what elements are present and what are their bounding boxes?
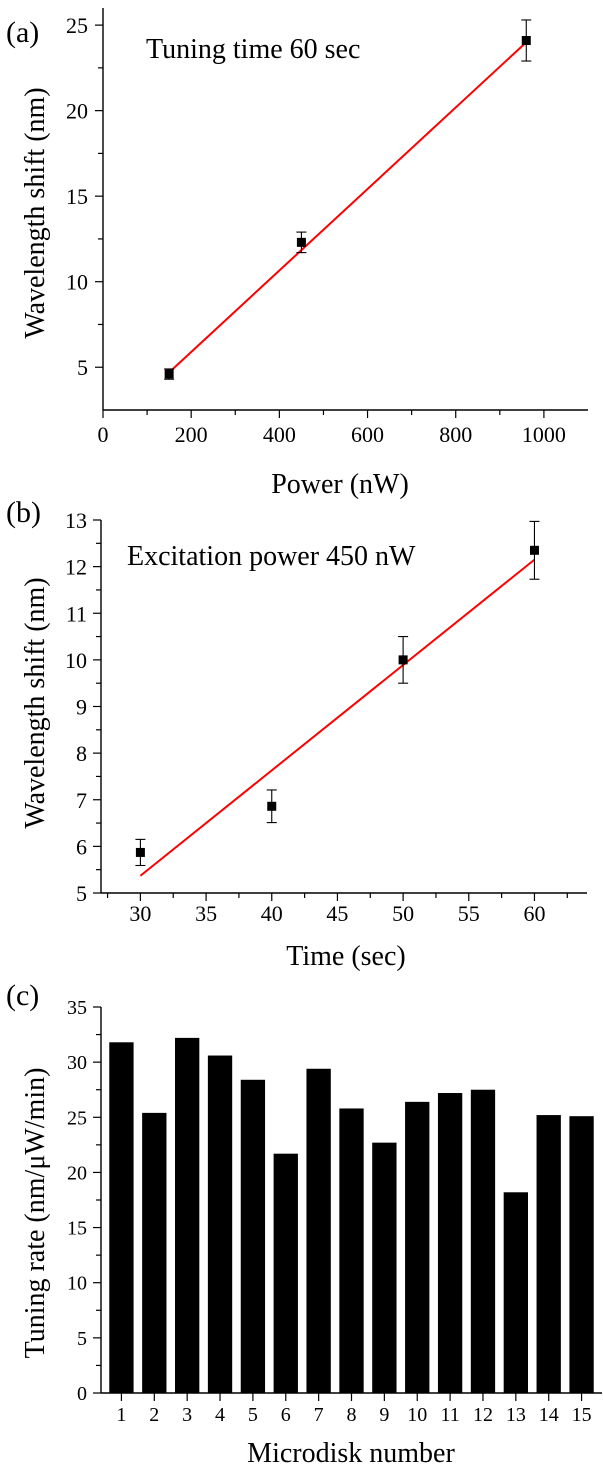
panel-a-y-tick-label: 25 [66,13,88,38]
panel-c-bar [142,1112,167,1393]
panel-b-x-tick-label: 50 [392,901,414,926]
panel-c-bar [437,1093,463,1393]
panel-c-x-tick-label: 14 [539,1404,559,1426]
panel-a-y-tick-label: 5 [77,355,88,380]
panel-c-bar [273,1153,298,1393]
panel-a-x-tick-label: 800 [439,422,472,447]
panel-a-y-tick-label: 20 [66,99,88,124]
panel-c-y-tick-label: 15 [67,1218,87,1240]
panel-c: (c) Microdisk number Tuning rate (nm/μW/… [6,979,602,1469]
panel-a-x-tick-label: 200 [175,422,208,447]
panel-c-bar [207,1055,233,1393]
panel-c-bar [536,1115,561,1393]
panel-c-bar [405,1101,430,1393]
panel-b-ticks: 30 35 40 45 50 55 60 5 6 7 8 9 10 11 12 13 [65,508,568,926]
panel-c-x-tick-label: 13 [506,1404,526,1426]
panel-c-y-axis-title: Tuning rate (nm/μW/min) [20,1068,51,1359]
panel-a-data-point [296,237,306,247]
panel-c-x-tick-label: 10 [407,1404,427,1426]
panel-b-y-tick-label: 5 [76,881,87,906]
panel-b-y-tick-label: 12 [65,555,87,580]
panel-b-marks [135,520,540,877]
panel-a-y-tick-label: 15 [66,184,88,209]
panel-c-bar [109,1042,134,1393]
panel-c-x-tick-label: 2 [149,1404,159,1426]
panel-c-x-tick-label: 3 [182,1404,192,1426]
panel-b: (b) Excitation power 450 nW Time (sec) W… [6,496,587,972]
panel-a-x-tick-label: 1000 [522,422,566,447]
panel-b-y-tick-label: 8 [76,741,87,766]
panel-b-y-axis-title: Wavelength shift (nm) [20,577,51,828]
panel-a-y-axis-title: Wavelength shift (nm) [20,87,51,338]
panel-c-bar [175,1037,200,1393]
panel-a-x-tick-label: 0 [98,422,109,447]
panel-a-data-point [164,369,174,379]
panel-a-y-tick-label: 10 [66,270,88,295]
panel-b-x-tick-label: 35 [195,901,217,926]
panel-c-x-tick-label: 9 [379,1404,389,1426]
panel-c-x-tick-label: 5 [248,1404,258,1426]
panel-c-bar [240,1079,266,1393]
panel-b-y-tick-label: 7 [76,788,87,813]
panel-b-x-tick-label: 45 [326,901,348,926]
panel-a-annotation: Tuning time 60 sec [146,34,360,65]
panel-c-y-tick-label: 5 [77,1328,87,1350]
panel-c-bar [372,1142,397,1393]
panel-b-y-tick-label: 13 [65,508,87,533]
panel-c-x-axis-title: Microdisk number [247,1438,455,1469]
panel-c-label: (c) [6,979,39,1012]
panel-c-y-tick-label: 0 [77,1383,87,1405]
panel-b-x-axis-title: Time (sec) [286,941,406,972]
panel-c-x-tick-label: 8 [347,1404,357,1426]
panel-a-x-axis-title: Power (nW) [271,469,409,500]
panel-c-x-tick-label: 6 [281,1404,291,1426]
panel-a-data-point [521,36,531,46]
panel-c-bar [470,1089,496,1393]
panel-a-ticks: 0 200 400 600 800 1000 5 10 15 20 25 [66,13,566,447]
panel-b-x-tick-label: 30 [129,901,151,926]
panel-b-annotation: Excitation power 450 nW [127,541,416,572]
panel-c-bar [339,1108,364,1393]
panel-b-x-tick-label: 55 [458,901,480,926]
panel-b-fit-line [139,558,536,877]
panel-b-x-tick-label: 60 [523,901,545,926]
panel-c-y-tick-label: 30 [67,1052,87,1074]
panel-b-x-tick-label: 40 [261,901,283,926]
panel-a-x-tick-label: 400 [263,422,296,447]
panel-c-y-tick-label: 35 [67,997,87,1019]
panel-c-x-tick-label: 15 [572,1404,592,1426]
panel-c-x-tick-label: 11 [440,1404,459,1426]
panel-b-y-tick-label: 6 [76,834,87,859]
panel-b-data-point [398,655,408,665]
panel-c-bar [503,1192,528,1393]
panel-b-data-point [267,801,277,811]
panel-c-x-tick-label: 4 [215,1404,225,1426]
panel-c-bar [569,1116,594,1393]
panel-c-y-tick-label: 25 [67,1107,87,1129]
panel-c-x-tick-label: 12 [473,1404,493,1426]
panel-b-y-tick-label: 9 [76,695,87,720]
panel-c-y-tick-label: 20 [67,1162,87,1184]
panel-b-label: (b) [6,496,41,529]
panel-a: (a) Tuning time 60 sec Power (nW) Wavele… [6,8,588,500]
panel-a-marks [164,19,532,380]
panel-b-y-tick-label: 11 [66,601,87,626]
panel-b-data-point [529,545,539,555]
panel-c-x-tick-label: 1 [116,1404,126,1426]
panel-b-y-tick-label: 10 [65,648,87,673]
panel-a-fit-line [168,41,527,374]
panel-a-label: (a) [6,16,39,49]
panel-b-data-point [135,847,145,857]
panel-c-x-tick-label: 7 [314,1404,324,1426]
panel-a-x-tick-label: 600 [351,422,384,447]
panel-a-axes [102,8,588,411]
panel-c-bar [306,1068,331,1393]
panel-c-marks [109,1037,594,1393]
panel-c-y-tick-label: 10 [67,1273,87,1295]
